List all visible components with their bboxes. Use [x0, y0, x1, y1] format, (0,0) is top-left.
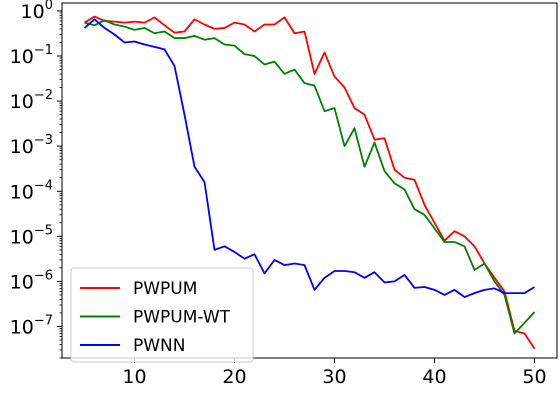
y-tick-label: 10−2	[10, 88, 53, 113]
y-tick-label: 10−7	[10, 313, 53, 338]
x-tick-label: 40	[422, 366, 446, 388]
x-tick-label: 20	[222, 366, 246, 388]
y-tick-label: 10−3	[10, 133, 53, 158]
y-tick-label: 100	[21, 0, 53, 23]
series-line-pwpum-wt	[84, 19, 536, 335]
y-tick-label: 10−1	[10, 43, 53, 68]
legend: PWPUM PWPUM-WT PWNN	[70, 267, 254, 363]
legend-label: PWPUM-WT	[133, 308, 231, 328]
y-axis: 100 10−1 10−2 10−3 10−4 10−5 10−6 10−7	[10, 0, 62, 359]
x-axis: 10 20 30 40 50	[122, 358, 547, 388]
x-tick-label: 30	[322, 366, 346, 388]
y-tick-label: 10−6	[10, 268, 53, 293]
y-tick-label: 10−5	[10, 223, 53, 248]
y-tick-label: 10−4	[10, 178, 53, 203]
legend-label: PWNN	[133, 336, 186, 356]
plot-frame	[61, 2, 558, 359]
x-tick-label: 10	[122, 366, 146, 388]
plot-lines	[83, 15, 536, 350]
legend-box	[70, 267, 254, 363]
series-line-pwpum	[84, 15, 536, 350]
x-tick-label: 50	[522, 366, 546, 388]
series-line-pwnn	[83, 18, 535, 298]
legend-label: PWPUM	[133, 279, 197, 299]
